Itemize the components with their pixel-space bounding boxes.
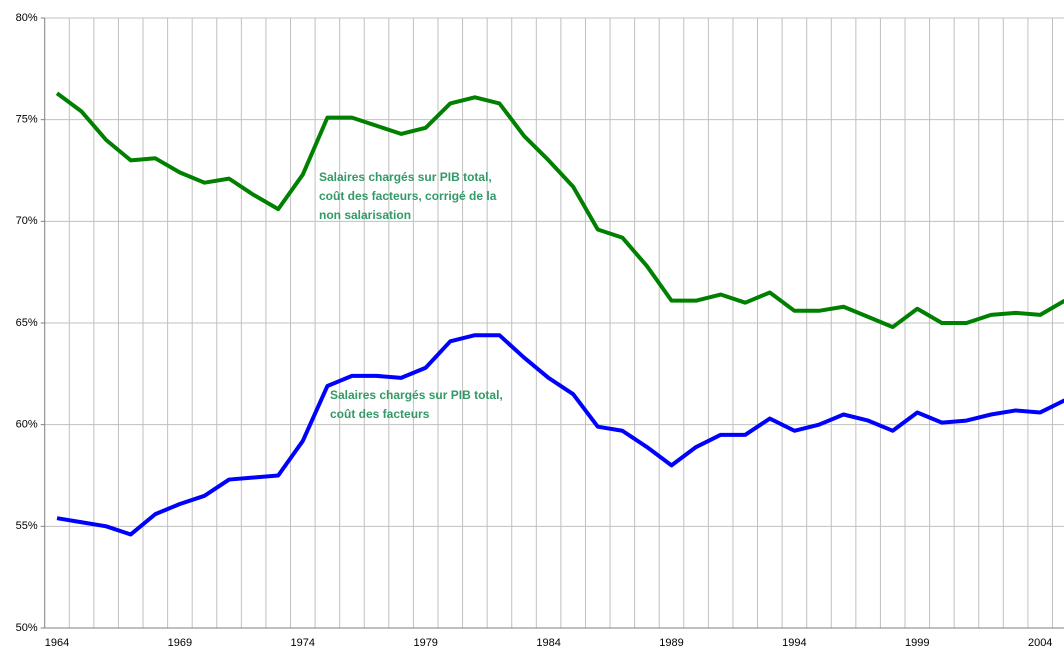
series-line <box>55 91 1064 330</box>
y-tick-label: 70% <box>16 215 38 227</box>
x-tick-label: 1974 <box>291 637 315 648</box>
series-line <box>56 333 1064 537</box>
annotation: coût des facteurs, corrigé de la <box>319 189 497 203</box>
x-tick-label: 1969 <box>168 637 192 648</box>
y-tick-label: 75% <box>16 114 38 126</box>
x-tick-label: 2004 <box>1028 637 1052 648</box>
x-tick-label: 1999 <box>905 637 929 648</box>
x-tick-label: 1984 <box>536 637 560 648</box>
x-tick-label: 1979 <box>413 637 437 648</box>
y-tick-label: 60% <box>16 419 38 431</box>
annotation: non salarisation <box>319 208 411 222</box>
y-tick-label: 65% <box>16 317 38 329</box>
annotation: coût des facteurs <box>330 407 430 421</box>
x-tick-label: 1989 <box>659 637 683 648</box>
y-tick-label: 50% <box>16 622 38 634</box>
x-tick-label: 1964 <box>45 637 69 648</box>
x-tick-label: 1994 <box>782 637 806 648</box>
y-tick-label: 55% <box>16 520 38 532</box>
y-tick-label: 80% <box>16 12 38 24</box>
annotation: Salaires chargés sur PIB total, <box>330 388 503 402</box>
annotation: Salaires chargés sur PIB total, <box>319 170 492 184</box>
